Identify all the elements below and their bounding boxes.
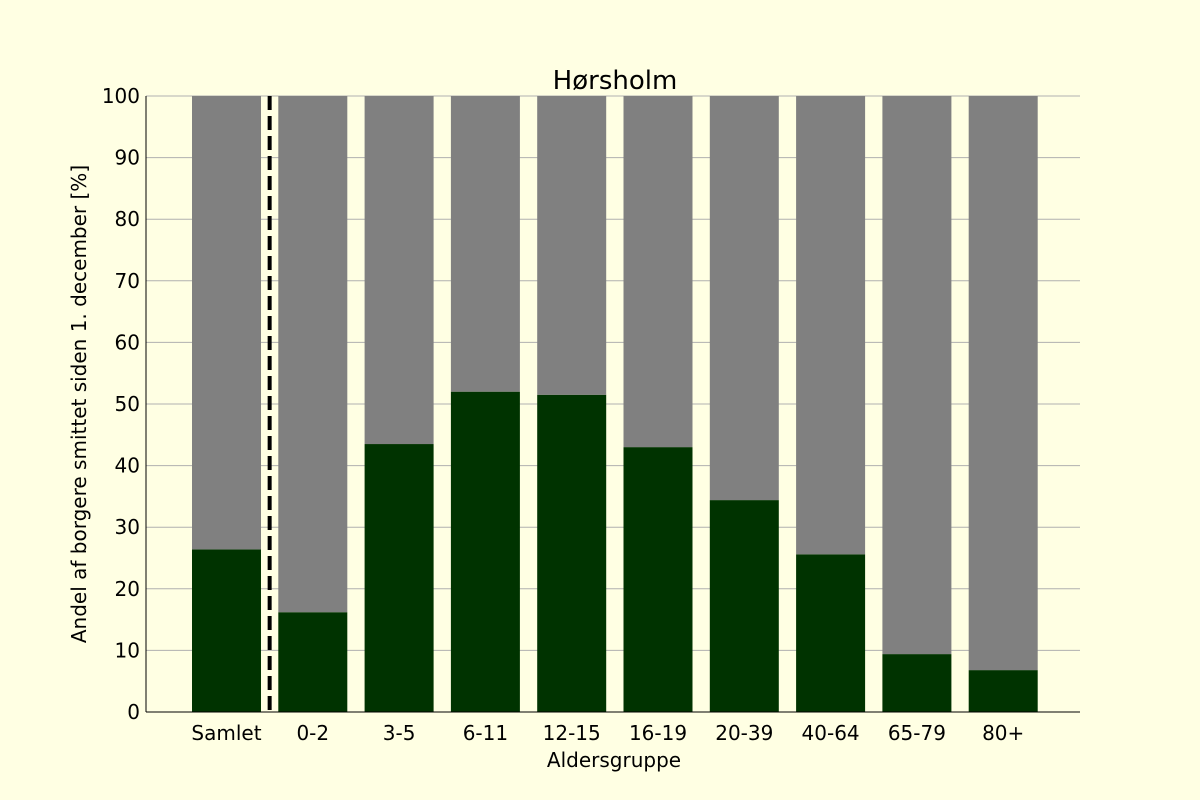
y-tick-label: 20 xyxy=(115,577,140,601)
y-tick-label: 70 xyxy=(115,269,140,293)
y-tick-labels: 0 10 20 30 40 50 60 70 80 90 100 xyxy=(102,84,140,724)
bar-segment-2 xyxy=(709,96,779,501)
bar-segment-1 xyxy=(450,391,520,712)
bar-segment-1 xyxy=(278,612,348,712)
x-tick-label: 16-19 xyxy=(629,721,687,745)
bar-segment-1 xyxy=(623,447,693,712)
bar-segment-1 xyxy=(364,444,434,712)
x-tick-label: 80+ xyxy=(982,721,1024,745)
bar-segment-2 xyxy=(364,96,434,445)
y-tick-label: 80 xyxy=(115,207,140,231)
x-tick-label: 3-5 xyxy=(383,721,416,745)
bar-segment-2 xyxy=(450,96,520,392)
bar-segment-1 xyxy=(709,500,779,712)
y-tick-label: 90 xyxy=(115,146,140,170)
y-tick-label: 60 xyxy=(115,330,140,354)
bar-segment-2 xyxy=(968,96,1038,671)
bar-segment-2 xyxy=(623,96,693,448)
x-tick-label: 12-15 xyxy=(543,721,601,745)
x-axis-label: Aldersgruppe xyxy=(547,748,681,772)
bar-segment-2 xyxy=(278,96,348,613)
x-tick-label: 20-39 xyxy=(715,721,773,745)
x-tick-label: Samlet xyxy=(191,721,261,745)
x-tick-labels: Samlet 0-2 3-5 6-11 12-15 16-19 20-39 40-64 65-7… xyxy=(191,721,1024,745)
x-tick-label: 0-2 xyxy=(296,721,329,745)
bar-segment-1 xyxy=(537,394,607,712)
bar-segment-2 xyxy=(882,96,952,655)
axes xyxy=(145,96,1080,713)
bar-segment-1 xyxy=(192,549,261,712)
bar-segment-2 xyxy=(192,96,261,550)
bar-segment-1 xyxy=(796,554,866,712)
y-tick-label: 50 xyxy=(115,392,140,416)
y-tick-label: 40 xyxy=(115,454,140,478)
chart-title: Hørsholm xyxy=(553,66,678,96)
x-tick-label: 6-11 xyxy=(463,721,508,745)
bars xyxy=(192,96,1038,712)
y-tick-label: 30 xyxy=(115,515,140,539)
x-tick-label: 65-79 xyxy=(888,721,946,745)
y-axis-label: Andel af borgere smittet siden 1. decemb… xyxy=(67,165,91,643)
y-tick-label: 100 xyxy=(102,84,140,108)
y-tick-label: 0 xyxy=(127,700,140,724)
bar-segment-1 xyxy=(968,670,1038,712)
bar-segment-2 xyxy=(537,96,607,395)
bar-segment-1 xyxy=(882,654,952,712)
x-tick-label: 40-64 xyxy=(802,721,860,745)
y-tick-label: 10 xyxy=(115,638,140,662)
bar-segment-2 xyxy=(796,96,866,555)
